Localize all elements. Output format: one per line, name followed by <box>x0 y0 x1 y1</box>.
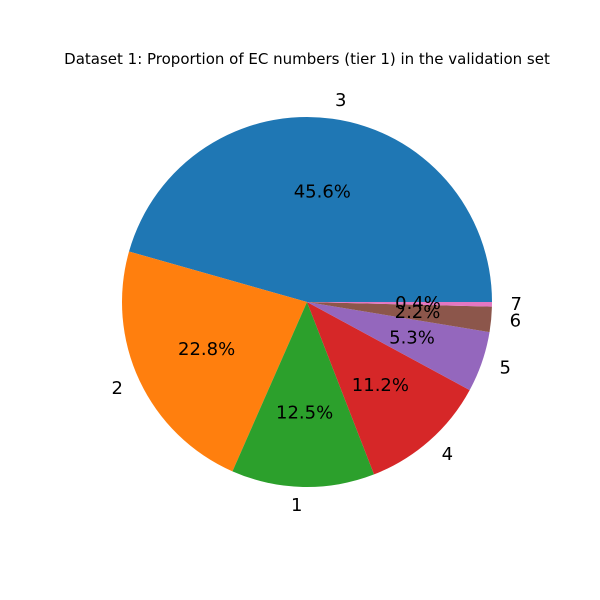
percent-label-6: 2.2% <box>395 302 441 323</box>
percent-label-3: 45.6% <box>294 182 351 203</box>
chart-title: Dataset 1: Proportion of EC numbers (tie… <box>64 50 550 68</box>
pie-slice-4 <box>307 302 470 475</box>
category-label-6: 6 <box>510 311 521 332</box>
percent-label-2: 22.8% <box>178 339 235 360</box>
percent-label-5: 5.3% <box>389 328 435 349</box>
category-label-2: 2 <box>111 378 122 399</box>
category-label-7: 7 <box>511 294 522 315</box>
pie-labels: 3 45.6% 2 22.8% 1 12.5% 4 11.2% 5 5.3% 6 2.2% 7 0.4% <box>111 90 522 516</box>
pie-slice-2 <box>121 251 307 472</box>
category-label-4: 4 <box>442 444 453 465</box>
pie-slice-5 <box>307 302 490 391</box>
pie-slice-7 <box>307 302 492 307</box>
category-label-1: 1 <box>291 495 302 516</box>
pie-slices <box>121 116 492 487</box>
pie-slice-6 <box>307 302 492 333</box>
percent-label-1: 12.5% <box>276 403 333 424</box>
pie-slice-3 <box>129 116 492 302</box>
category-label-3: 3 <box>335 90 346 111</box>
percent-label-7: 0.4% <box>395 293 441 314</box>
category-label-5: 5 <box>500 357 511 378</box>
percent-label-4: 11.2% <box>352 375 409 396</box>
pie-slice-1 <box>232 302 375 487</box>
